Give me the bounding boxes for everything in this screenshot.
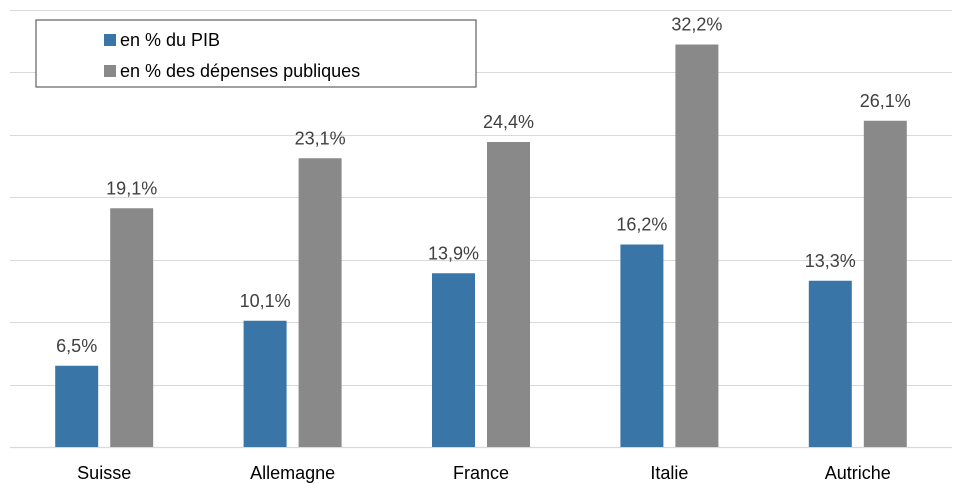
x-tick-label-suisse: Suisse bbox=[77, 463, 131, 483]
bar-series-1-italie bbox=[620, 244, 664, 447]
bar-series-1-suisse bbox=[55, 365, 99, 447]
bar-series-2-france bbox=[487, 142, 530, 447]
data-label-series-1-allemagne: 10,1% bbox=[240, 291, 291, 311]
bar-series-1-allemagne bbox=[243, 320, 287, 447]
legend-swatch-series-1 bbox=[104, 34, 116, 46]
legend-swatch-series-2 bbox=[104, 65, 116, 77]
bar-series-2-italie bbox=[675, 44, 719, 447]
data-labels: 6,5% 19,1% 10,1% 23,1% 13,9% 24,4% 16,2% 32,2% 1… bbox=[56, 15, 911, 356]
bars bbox=[55, 44, 907, 447]
legend-label-series-1: en % du PIB bbox=[120, 30, 220, 50]
legend-label-series-2: en % des dépenses publiques bbox=[120, 61, 360, 81]
data-label-series-2-france: 24,4% bbox=[483, 112, 534, 132]
data-label-series-2-italie: 32,2% bbox=[671, 15, 722, 35]
x-tick-label-autriche: Autriche bbox=[825, 463, 891, 483]
data-label-series-1-autriche: 13,3% bbox=[805, 251, 856, 271]
data-label-series-2-allemagne: 23,1% bbox=[295, 128, 346, 148]
legend: en % du PIB en % des dépenses publiques bbox=[35, 19, 477, 88]
data-label-series-2-autriche: 26,1% bbox=[860, 91, 911, 111]
x-tick-label-france: France bbox=[453, 463, 509, 483]
data-label-series-2-suisse: 19,1% bbox=[106, 178, 157, 198]
data-label-series-1-suisse: 6,5% bbox=[56, 336, 97, 356]
bar-series-1-france bbox=[432, 273, 475, 447]
bar-series-2-allemagne bbox=[298, 158, 342, 447]
bar-series-1-autriche bbox=[808, 280, 852, 447]
bar-series-2-autriche bbox=[863, 120, 907, 447]
x-tick-label-allemagne: Allemagne bbox=[250, 463, 335, 483]
bar-series-2-suisse bbox=[110, 208, 154, 447]
data-label-series-1-france: 13,9% bbox=[428, 243, 479, 263]
x-axis-tick-labels: Suisse Allemagne France Italie Autriche bbox=[77, 463, 891, 483]
data-label-series-1-italie: 16,2% bbox=[616, 215, 667, 235]
x-tick-label-italie: Italie bbox=[650, 463, 688, 483]
